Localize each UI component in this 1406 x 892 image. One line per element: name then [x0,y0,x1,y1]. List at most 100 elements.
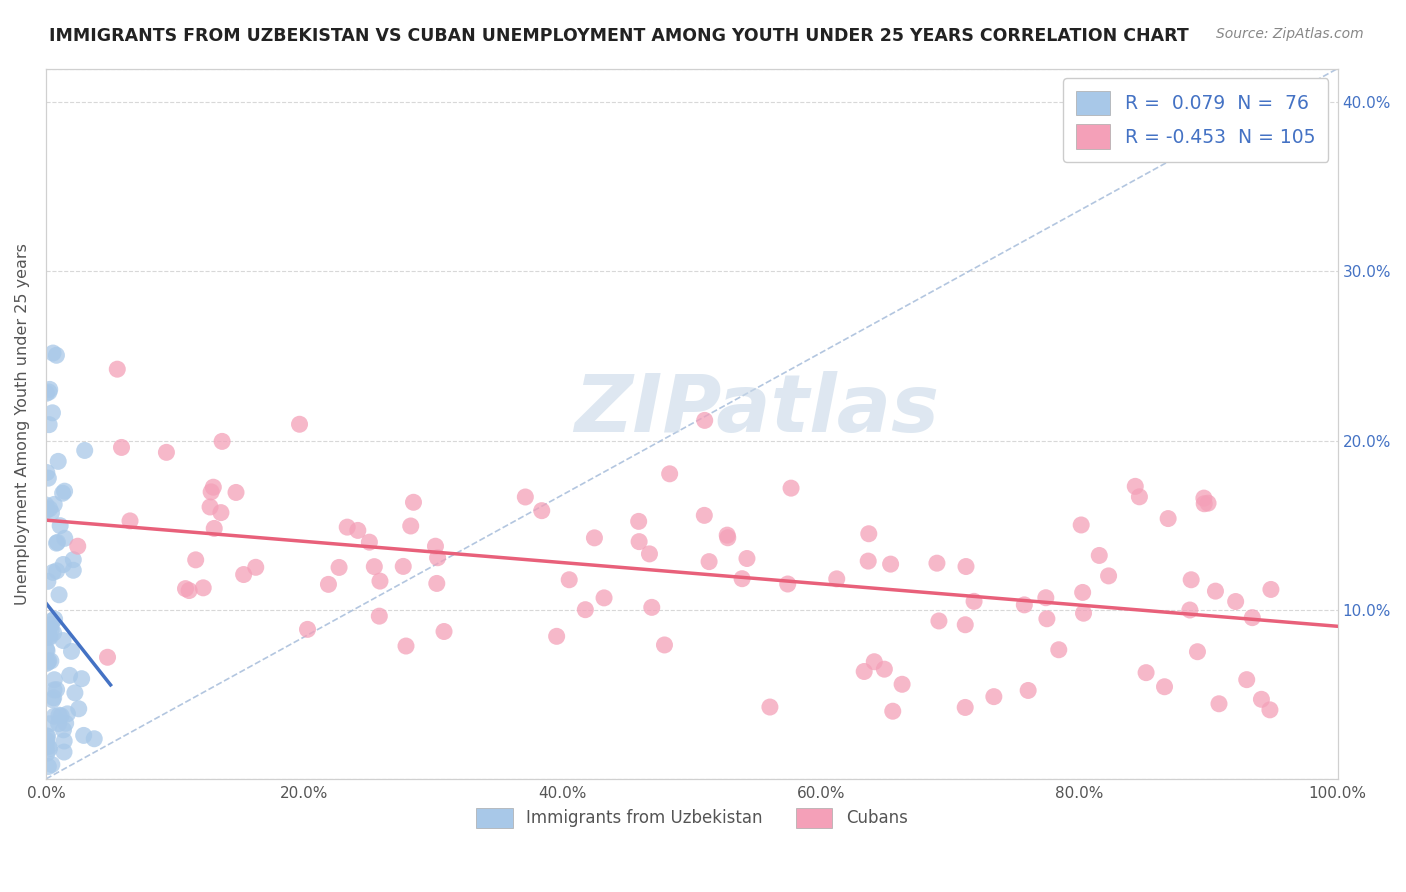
Point [232,567,254,582]
Point [174,582,197,596]
Point [1192,497,1215,511]
Point [1128,490,1150,504]
Point [59,668,82,682]
Point [53,484,76,499]
Point [52,486,75,500]
Point [42,626,65,640]
Point [53,745,76,759]
Point [288,417,311,432]
Point [56,706,79,721]
Point [1157,511,1180,525]
Point [42,690,65,705]
Point [759,700,782,714]
Point [928,614,950,628]
Point [627,515,650,529]
Point [297,623,319,637]
Point [717,531,740,545]
Point [200,484,222,499]
Point [46,454,69,468]
Point [731,572,754,586]
Point [45,564,67,578]
Point [925,556,948,570]
Point [336,520,359,534]
Point [395,639,418,653]
Point [882,704,904,718]
Point [318,577,340,591]
Point [1225,594,1247,608]
Point [399,519,422,533]
Point [35,739,58,754]
Point [693,508,716,523]
Point [853,665,876,679]
Point [41,617,63,632]
Point [628,534,651,549]
Point [42,566,65,580]
Point [38,739,60,754]
Point [55,716,77,731]
Point [62,563,84,577]
Point [44,497,66,511]
Point [49,708,72,723]
Point [1088,549,1111,563]
Point [983,690,1005,704]
Point [179,583,201,598]
Point [41,693,63,707]
Point [62,552,84,566]
Point [52,633,75,648]
Point [202,521,225,535]
Point [41,506,63,520]
Point [45,682,67,697]
Point [1071,585,1094,599]
Point [697,555,720,569]
Point [426,550,449,565]
Point [546,629,568,643]
Point [118,514,141,528]
Point [45,536,67,550]
Point [433,624,456,639]
Point [110,441,132,455]
Point [1180,573,1202,587]
Point [35,747,58,761]
Point [70,672,93,686]
Point [35,466,58,480]
Point [1260,582,1282,597]
Point [780,481,803,495]
Point [1070,518,1092,533]
Point [1035,591,1057,605]
Point [1208,697,1230,711]
Point [863,655,886,669]
Point [37,729,59,743]
Point [63,686,86,700]
Point [359,535,381,549]
Point [1014,598,1036,612]
Point [1097,569,1119,583]
Point [35,642,58,657]
Point [1135,665,1157,680]
Point [574,603,596,617]
Point [38,654,60,668]
Point [873,662,896,676]
Text: Source: ZipAtlas.com: Source: ZipAtlas.com [1216,27,1364,41]
Point [1250,692,1272,706]
Point [347,524,370,538]
Point [955,559,977,574]
Point [37,574,59,589]
Point [48,588,70,602]
Point [953,700,976,714]
Point [38,716,60,731]
Point [1192,491,1215,505]
Point [37,630,59,644]
Point [184,553,207,567]
Point [35,729,58,743]
Point [1241,610,1264,624]
Point [209,506,232,520]
Point [35,657,58,671]
Point [60,644,83,658]
Point [963,594,986,608]
Point [52,558,75,572]
Point [44,709,66,723]
Point [193,581,215,595]
Point [425,539,447,553]
Point [37,624,59,639]
Point [53,734,76,748]
